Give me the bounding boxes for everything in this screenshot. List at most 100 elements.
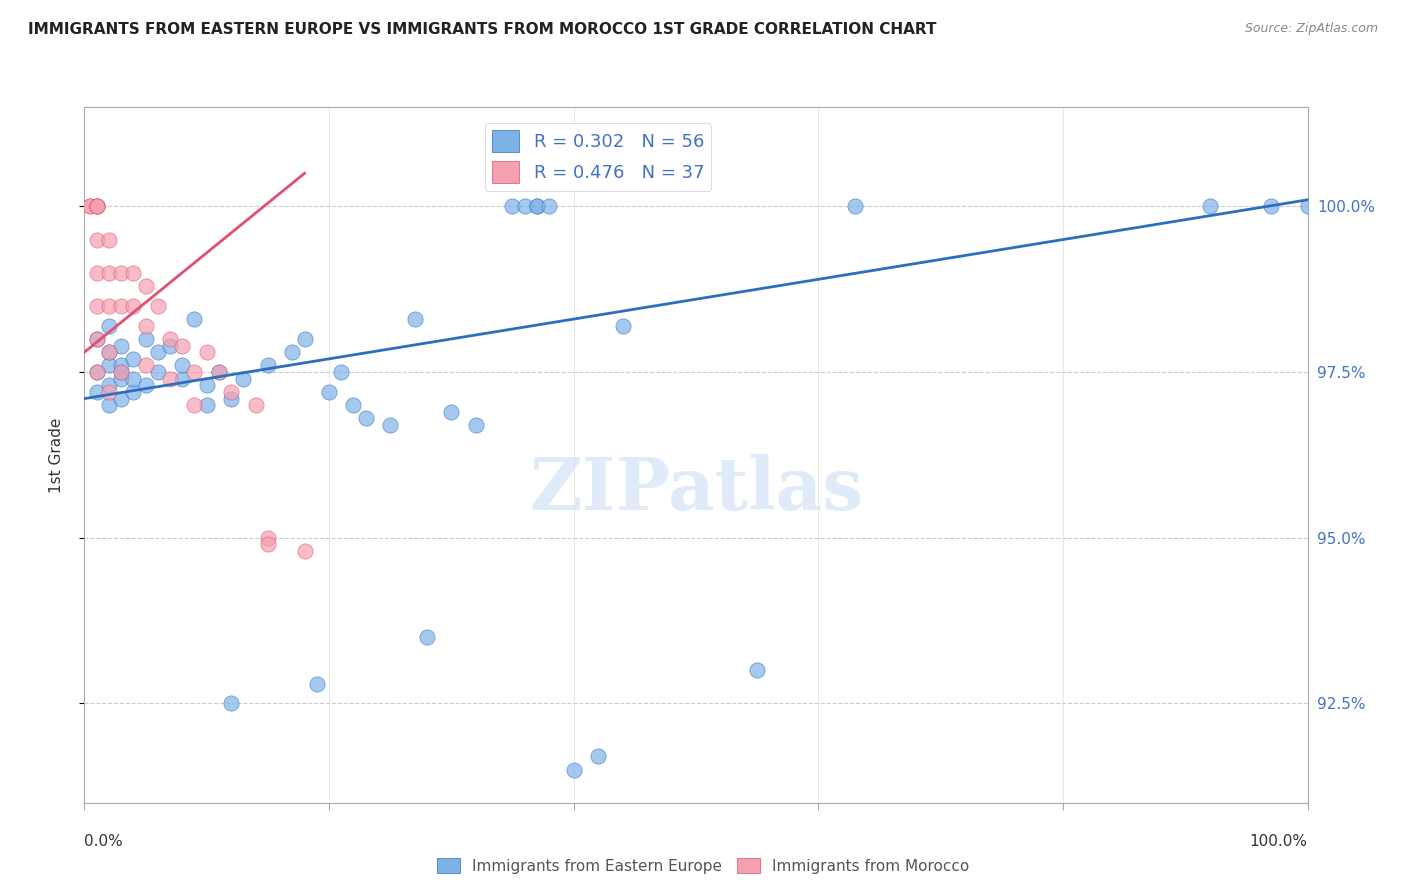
- Point: [844, 199, 866, 213]
- Point: [305, 676, 328, 690]
- Point: [110, 359, 132, 373]
- Point: [159, 338, 181, 352]
- Point: [294, 332, 316, 346]
- Text: 100.0%: 100.0%: [1250, 834, 1308, 849]
- Point: [146, 365, 169, 379]
- Point: [86, 233, 108, 247]
- Legend: R = 0.302   N = 56, R = 0.476   N = 37: R = 0.302 N = 56, R = 0.476 N = 37: [485, 123, 711, 191]
- Point: [97, 299, 120, 313]
- Point: [110, 338, 132, 352]
- Point: [1260, 199, 1282, 213]
- Point: [86, 199, 108, 213]
- Point: [97, 398, 120, 412]
- Point: [208, 365, 231, 379]
- Point: [330, 365, 353, 379]
- Point: [380, 418, 402, 433]
- Point: [232, 372, 254, 386]
- Point: [416, 630, 439, 644]
- Point: [97, 359, 120, 373]
- Point: [219, 697, 242, 711]
- Point: [257, 537, 280, 551]
- Point: [219, 384, 242, 399]
- Point: [195, 398, 218, 412]
- Point: [86, 199, 108, 213]
- Point: [110, 365, 132, 379]
- Text: ZIPatlas: ZIPatlas: [529, 454, 863, 525]
- Point: [354, 411, 377, 425]
- Text: Source: ZipAtlas.com: Source: ZipAtlas.com: [1244, 22, 1378, 36]
- Point: [86, 332, 108, 346]
- Point: [612, 318, 634, 333]
- Point: [122, 372, 145, 386]
- Point: [86, 266, 108, 280]
- Point: [513, 199, 536, 213]
- Point: [172, 372, 194, 386]
- Point: [183, 365, 205, 379]
- Point: [257, 531, 280, 545]
- Point: [122, 351, 145, 366]
- Point: [110, 392, 132, 406]
- Point: [110, 299, 132, 313]
- Point: [195, 378, 218, 392]
- Point: [110, 372, 132, 386]
- Point: [146, 345, 169, 359]
- Point: [502, 199, 524, 213]
- Point: [245, 398, 267, 412]
- Point: [183, 312, 205, 326]
- Point: [110, 365, 132, 379]
- Point: [562, 763, 585, 777]
- Point: [257, 359, 280, 373]
- Point: [586, 749, 609, 764]
- Point: [538, 199, 561, 213]
- Point: [135, 359, 157, 373]
- Point: [86, 199, 108, 213]
- Point: [526, 199, 548, 213]
- Point: [110, 266, 132, 280]
- Point: [86, 332, 108, 346]
- Point: [135, 279, 157, 293]
- Point: [159, 332, 181, 346]
- Point: [97, 345, 120, 359]
- Point: [86, 384, 108, 399]
- Point: [404, 312, 426, 326]
- Point: [1198, 199, 1220, 213]
- Point: [86, 365, 108, 379]
- Point: [97, 266, 120, 280]
- Point: [97, 345, 120, 359]
- Point: [281, 345, 304, 359]
- Text: IMMIGRANTS FROM EASTERN EUROPE VS IMMIGRANTS FROM MOROCCO 1ST GRADE CORRELATION : IMMIGRANTS FROM EASTERN EUROPE VS IMMIGR…: [28, 22, 936, 37]
- Point: [1296, 199, 1319, 213]
- Text: 0.0%: 0.0%: [84, 834, 124, 849]
- Point: [79, 199, 101, 213]
- Point: [318, 384, 340, 399]
- Point: [294, 544, 316, 558]
- Point: [135, 332, 157, 346]
- Y-axis label: 1st Grade: 1st Grade: [49, 417, 63, 492]
- Point: [135, 378, 157, 392]
- Point: [526, 199, 548, 213]
- Point: [172, 338, 194, 352]
- Point: [86, 199, 108, 213]
- Point: [135, 318, 157, 333]
- Point: [97, 318, 120, 333]
- Point: [97, 233, 120, 247]
- Point: [172, 359, 194, 373]
- Point: [97, 378, 120, 392]
- Point: [86, 365, 108, 379]
- Point: [208, 365, 231, 379]
- Point: [159, 372, 181, 386]
- Point: [183, 398, 205, 412]
- Point: [122, 299, 145, 313]
- Point: [342, 398, 364, 412]
- Point: [122, 384, 145, 399]
- Point: [195, 345, 218, 359]
- Point: [97, 384, 120, 399]
- Point: [219, 392, 242, 406]
- Legend: Immigrants from Eastern Europe, Immigrants from Morocco: Immigrants from Eastern Europe, Immigran…: [430, 852, 976, 880]
- Point: [122, 266, 145, 280]
- Point: [146, 299, 169, 313]
- Point: [464, 418, 486, 433]
- Point: [440, 405, 463, 419]
- Point: [79, 199, 101, 213]
- Point: [86, 299, 108, 313]
